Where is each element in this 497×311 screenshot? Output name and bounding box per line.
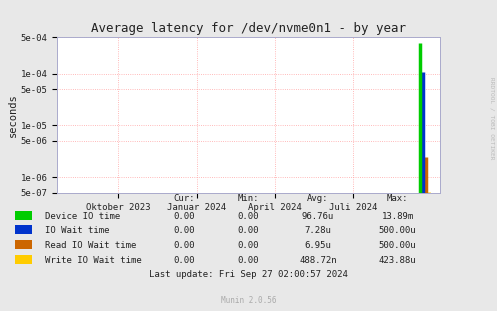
Text: RRDTOOL / TOBI OETIKER: RRDTOOL / TOBI OETIKER — [490, 77, 495, 160]
Text: 6.95u: 6.95u — [305, 241, 331, 250]
Text: 488.72n: 488.72n — [299, 256, 337, 265]
Text: 500.00u: 500.00u — [379, 226, 416, 235]
Text: 13.89m: 13.89m — [382, 212, 414, 220]
Text: 96.76u: 96.76u — [302, 212, 334, 220]
Text: 423.88u: 423.88u — [379, 256, 416, 265]
Text: Max:: Max: — [387, 193, 409, 202]
Text: Last update: Fri Sep 27 02:00:57 2024: Last update: Fri Sep 27 02:00:57 2024 — [149, 270, 348, 279]
Text: 0.00: 0.00 — [238, 226, 259, 235]
Title: Average latency for /dev/nvme0n1 - by year: Average latency for /dev/nvme0n1 - by ye… — [91, 22, 406, 35]
Text: 0.00: 0.00 — [238, 212, 259, 220]
Text: 0.00: 0.00 — [173, 256, 195, 265]
Text: 0.00: 0.00 — [173, 212, 195, 220]
Text: 0.00: 0.00 — [238, 241, 259, 250]
Text: 0.00: 0.00 — [238, 256, 259, 265]
Text: Munin 2.0.56: Munin 2.0.56 — [221, 296, 276, 305]
Text: Cur:: Cur: — [173, 193, 195, 202]
Text: 7.28u: 7.28u — [305, 226, 331, 235]
Text: 500.00u: 500.00u — [379, 241, 416, 250]
Text: Read IO Wait time: Read IO Wait time — [45, 241, 136, 250]
Text: Device IO time: Device IO time — [45, 212, 120, 220]
Text: Write IO Wait time: Write IO Wait time — [45, 256, 142, 265]
Text: Min:: Min: — [238, 193, 259, 202]
Text: Avg:: Avg: — [307, 193, 329, 202]
Y-axis label: seconds: seconds — [8, 93, 18, 137]
Text: IO Wait time: IO Wait time — [45, 226, 109, 235]
Text: 0.00: 0.00 — [173, 226, 195, 235]
Text: 0.00: 0.00 — [173, 241, 195, 250]
